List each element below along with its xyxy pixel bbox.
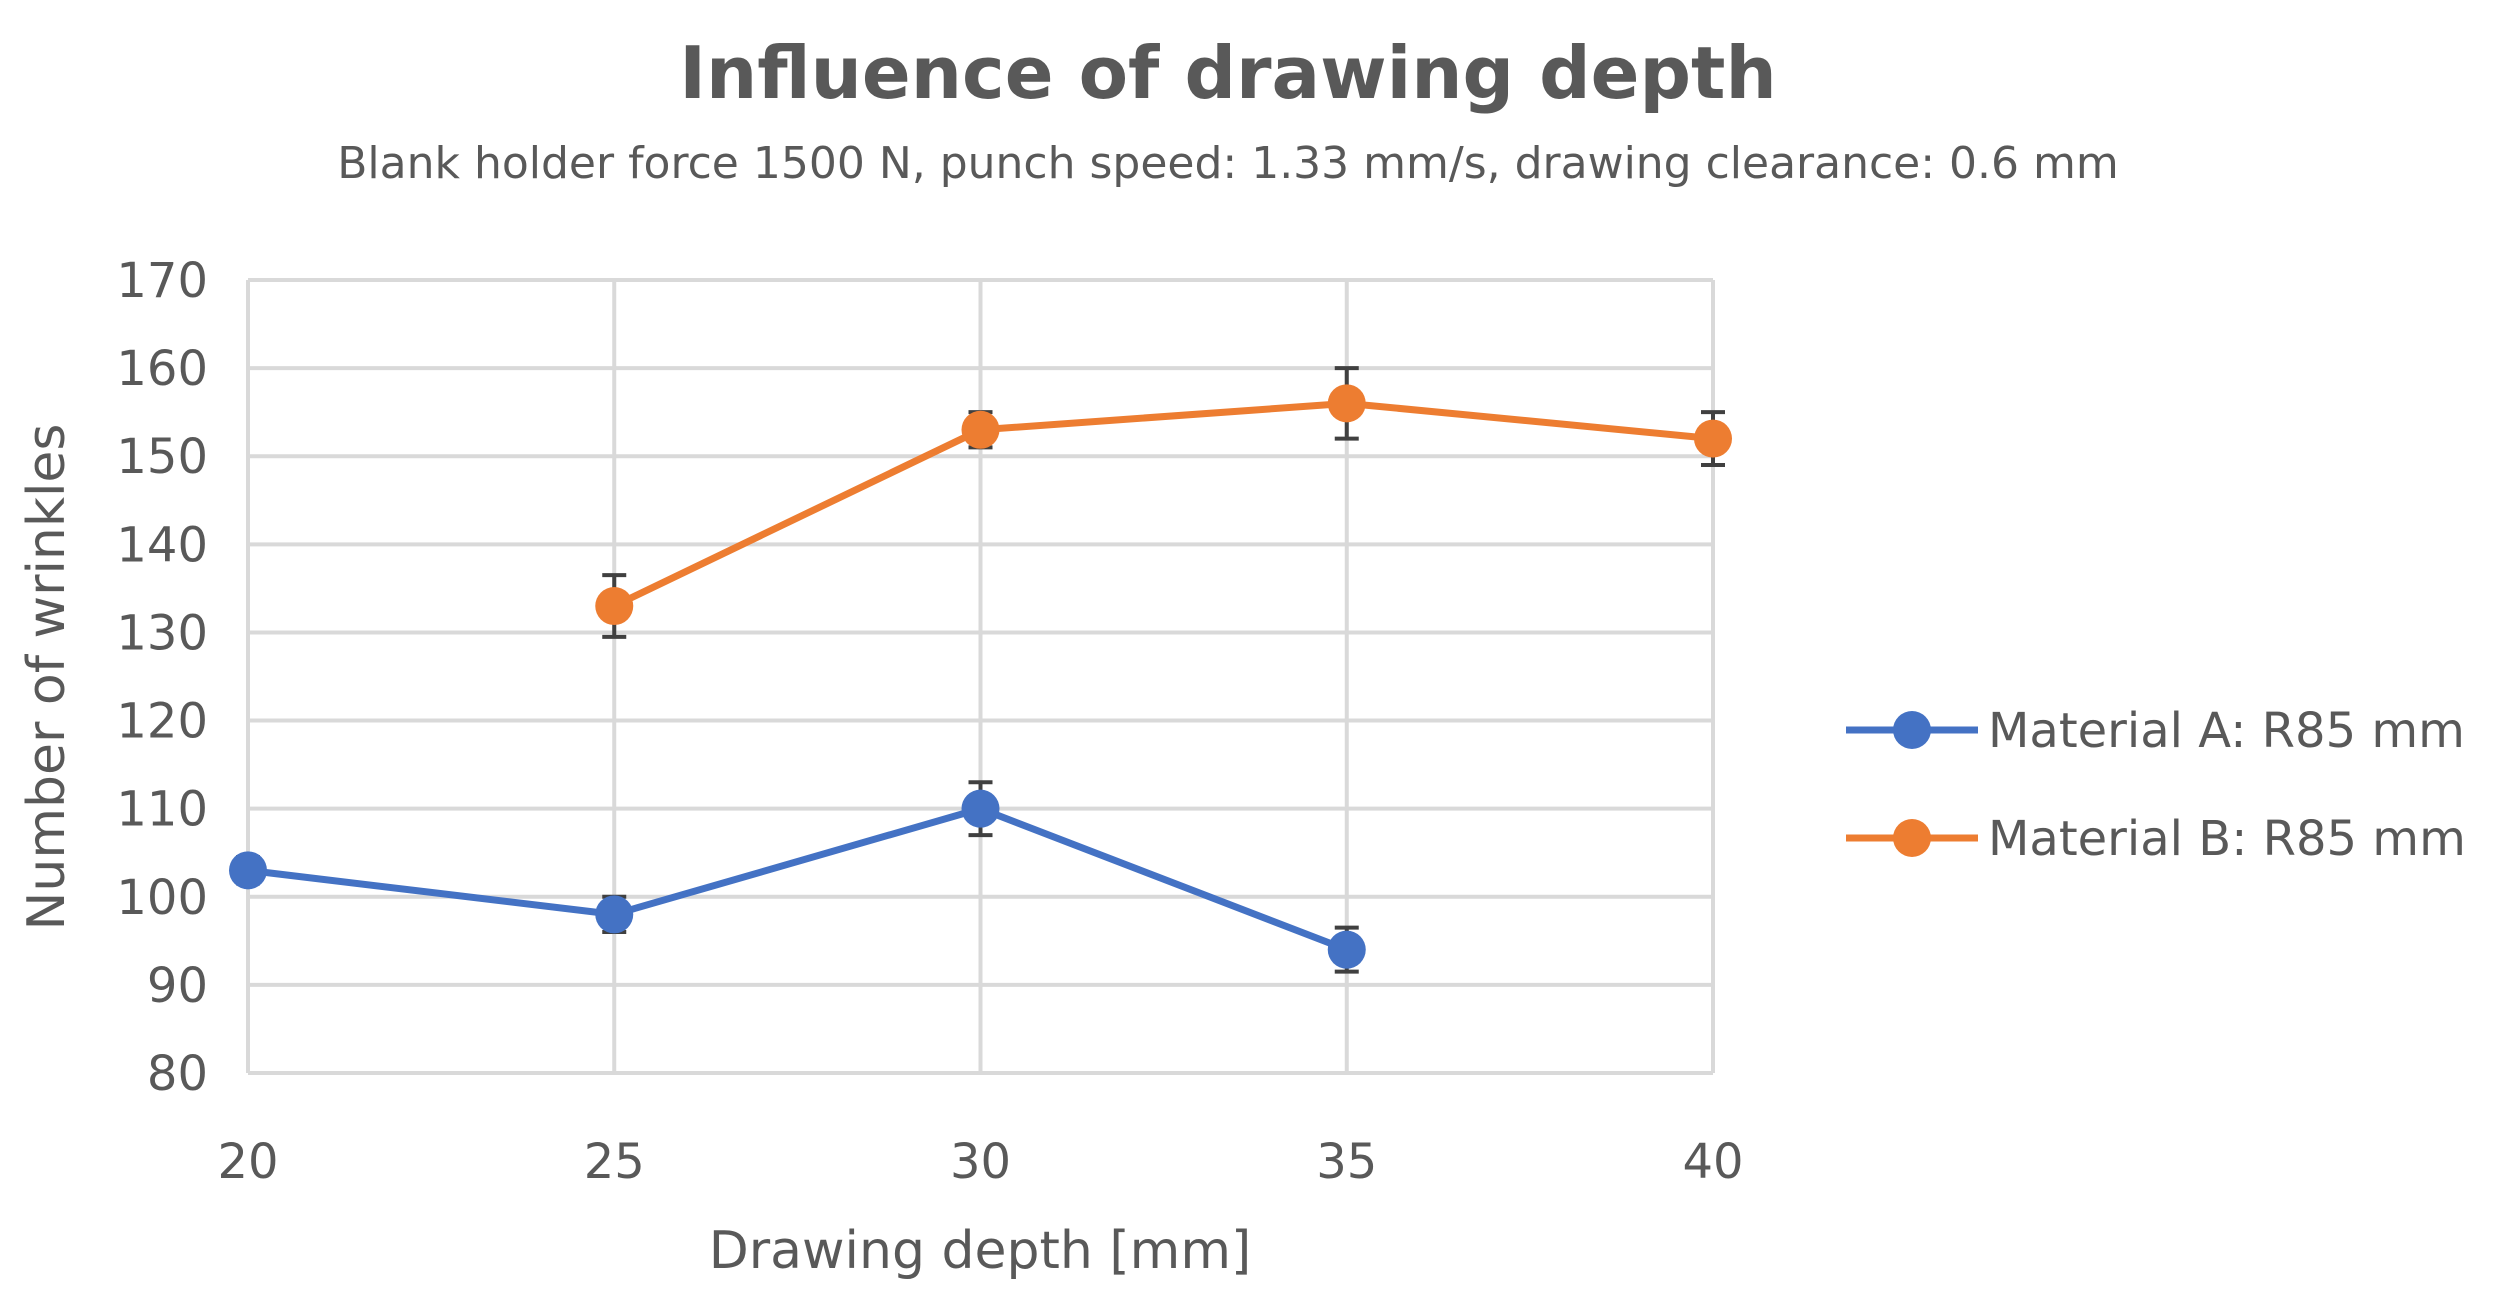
data-point — [961, 410, 1000, 449]
legend-marker — [1893, 711, 1931, 749]
y-tick-label: 150 — [116, 429, 208, 485]
data-point — [1327, 930, 1366, 969]
series-line — [247, 805, 1349, 953]
data-point — [1694, 419, 1732, 458]
legend-label: Material A: R85 mm — [1988, 703, 2465, 759]
legend-label: Material B: R85 mm — [1988, 811, 2466, 867]
data-point — [595, 587, 634, 626]
series-material-b — [595, 366, 1732, 639]
x-tick-label: 20 — [217, 1134, 278, 1190]
y-tick-label: 100 — [116, 870, 208, 926]
y-tick-label: 110 — [116, 782, 208, 838]
chart-subtitle: Blank holder force 1500 N, punch speed: … — [337, 138, 2119, 189]
data-point — [595, 895, 634, 934]
y-tick-label: 140 — [116, 517, 208, 573]
data-point — [961, 789, 1000, 828]
x-axis-ticks: 20 25 30 35 40 — [217, 1134, 1743, 1190]
chart-title: Influence of drawing depth — [679, 31, 1776, 115]
y-tick-label: 160 — [116, 341, 208, 397]
series-line — [612, 399, 1714, 610]
series-material-a — [229, 780, 1366, 974]
plot-area — [229, 366, 1732, 974]
legend-item-material-a: Material A: R85 mm — [1846, 703, 2465, 759]
y-tick-label: 120 — [116, 694, 208, 750]
x-tick-label: 35 — [1316, 1134, 1377, 1190]
y-tick-label: 80 — [147, 1046, 208, 1102]
x-tick-label: 25 — [584, 1134, 645, 1190]
grid — [246, 278, 1715, 1075]
y-axis-ticks: 80 90 100 110 120 130 140 150 160 170 — [116, 253, 208, 1102]
y-axis-label: Number of wrinkles — [17, 423, 77, 930]
y-tick-label: 130 — [116, 605, 208, 661]
x-axis-label: Drawing depth [mm] — [709, 1221, 1252, 1281]
data-point — [229, 851, 267, 890]
data-point — [1327, 384, 1366, 423]
x-tick-label: 30 — [950, 1134, 1011, 1190]
x-tick-label: 40 — [1682, 1134, 1743, 1190]
legend-marker — [1893, 819, 1931, 857]
y-tick-label: 90 — [147, 958, 208, 1014]
legend-item-material-b: Material B: R85 mm — [1846, 811, 2466, 867]
y-tick-label: 170 — [116, 253, 208, 309]
legend: Material A: R85 mm Material B: R85 mm — [1846, 703, 2466, 867]
